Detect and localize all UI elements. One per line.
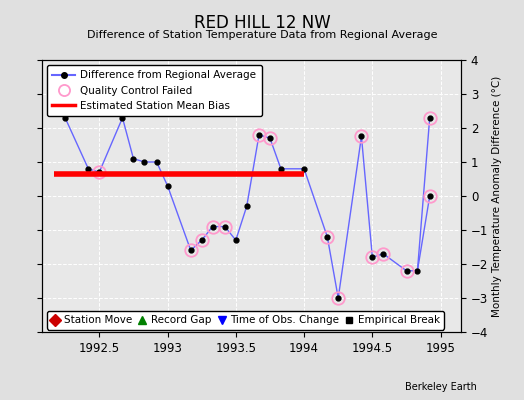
Text: RED HILL 12 NW: RED HILL 12 NW [194, 14, 330, 32]
Legend: Station Move, Record Gap, Time of Obs. Change, Empirical Break: Station Move, Record Gap, Time of Obs. C… [47, 311, 444, 330]
Text: Difference of Station Temperature Data from Regional Average: Difference of Station Temperature Data f… [87, 30, 437, 40]
Y-axis label: Monthly Temperature Anomaly Difference (°C): Monthly Temperature Anomaly Difference (… [493, 75, 503, 317]
Text: Berkeley Earth: Berkeley Earth [405, 382, 477, 392]
